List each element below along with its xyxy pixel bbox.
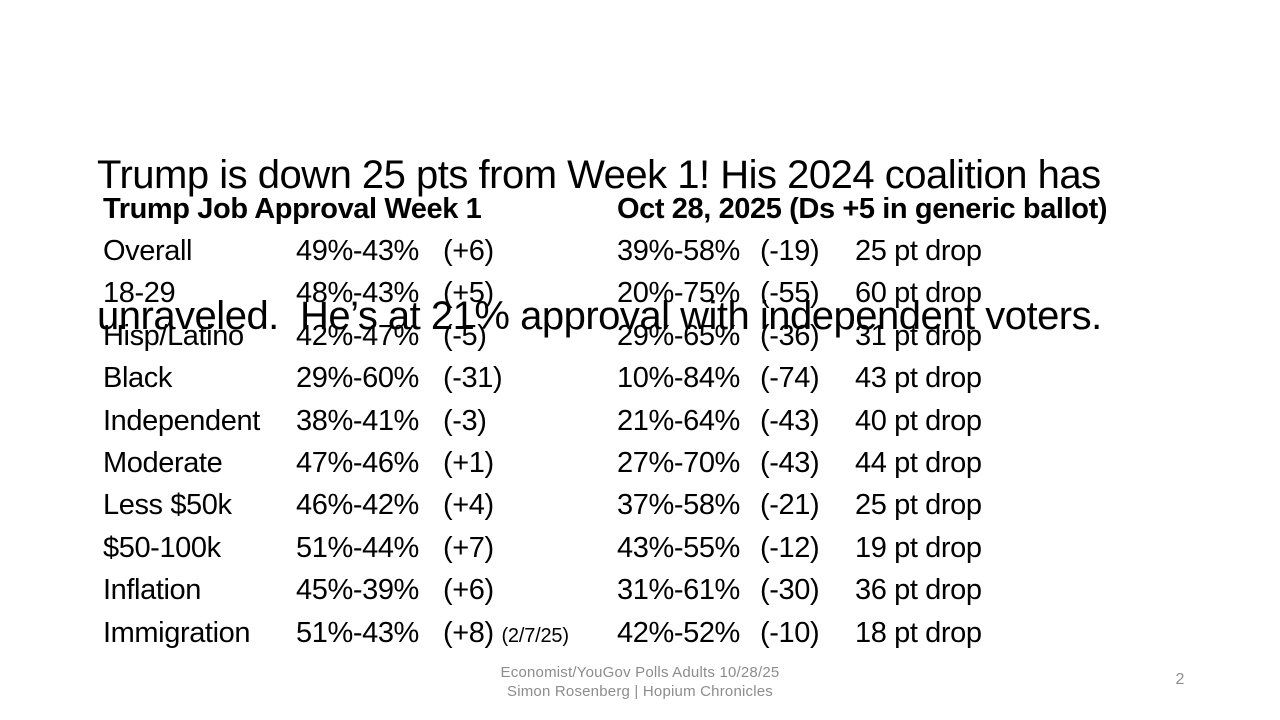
week1-approval: 47%-46% xyxy=(296,447,419,480)
oct28-approval: 43%-55% xyxy=(617,531,740,564)
week1-approval: 42%-47% xyxy=(296,319,419,352)
row-label: Independent xyxy=(103,404,260,437)
column-header-oct28: Oct 28, 2025 (Ds +5 in generic ballot) xyxy=(617,192,1108,225)
week1-margin: (+6) xyxy=(443,235,494,268)
oct28-margin: (-55) xyxy=(760,277,820,310)
week1-margin: (+4) xyxy=(443,489,494,522)
table-row: $50-100k 51%-44% (+7) 43%-55% (-12) 19 p… xyxy=(103,527,1203,569)
drop-value: 43 pt drop xyxy=(855,362,982,395)
page-number: 2 xyxy=(1175,671,1185,688)
slide-title-line2: unraveled. He’s at 21% approval with ind… xyxy=(97,294,1102,338)
week1-margin: (+6) xyxy=(443,574,494,607)
source-line2: Simon Rosenberg | Hopium Chronicles xyxy=(506,683,773,700)
week1-margin: (-5) xyxy=(443,319,487,352)
oct28-margin: (-36) xyxy=(760,319,820,352)
week1-approval: 45%-39% xyxy=(296,574,419,607)
oct28-margin: (-19) xyxy=(760,235,820,268)
table-row: Hisp/Latino 42%-47% (-5) 29%-65% (-36) 3… xyxy=(103,315,1203,357)
table-row: Immigration 51%-43% (+8) (2/7/25) 42%-52… xyxy=(103,612,1203,654)
week1-approval: 48%-43% xyxy=(296,277,419,310)
drop-value: 44 pt drop xyxy=(855,447,982,480)
table-row: Overall 49%-43% (+6) 39%-58% (-19) 25 pt… xyxy=(103,230,1203,272)
oct28-approval: 27%-70% xyxy=(617,447,740,480)
source-line1: Economist/YouGov Polls Adults 10/28/25 xyxy=(500,664,780,681)
row-label: Less $50k xyxy=(103,489,232,522)
week1-approval: 38%-41% xyxy=(296,404,419,437)
drop-value: 36 pt drop xyxy=(855,574,982,607)
slide-title: Trump is down 25 pts from Week 1! His 20… xyxy=(97,58,1102,434)
row-label: $50-100k xyxy=(103,531,221,564)
oct28-margin: (-43) xyxy=(760,447,820,480)
week1-approval: 51%-43% xyxy=(296,616,419,649)
week1-margin: (-3) xyxy=(443,404,487,437)
week1-margin: (+5) xyxy=(443,277,494,310)
drop-value: 25 pt drop xyxy=(855,489,982,522)
oct28-approval: 20%-75% xyxy=(617,277,740,310)
oct28-approval: 31%-61% xyxy=(617,574,740,607)
oct28-approval: 42%-52% xyxy=(617,616,740,649)
oct28-margin: (-74) xyxy=(760,362,820,395)
week1-date-note: (2/7/25) xyxy=(501,624,569,647)
source-footer: Economist/YouGov Polls Adults 10/28/25 S… xyxy=(340,663,940,701)
row-label: Hisp/Latino xyxy=(103,319,244,352)
table-header-row: Trump Job Approval Week 1 Oct 28, 2025 (… xyxy=(103,188,1203,230)
row-label: Immigration xyxy=(103,616,251,649)
approval-table: Trump Job Approval Week 1 Oct 28, 2025 (… xyxy=(103,188,1203,654)
table-row: Black 29%-60% (-31) 10%-84% (-74) 43 pt … xyxy=(103,358,1203,400)
week1-margin: (+7) xyxy=(443,531,494,564)
oct28-approval: 10%-84% xyxy=(617,362,740,395)
week1-margin: (-31) xyxy=(443,362,503,395)
week1-margin: (+8) xyxy=(443,616,494,649)
week1-approval: 51%-44% xyxy=(296,531,419,564)
week1-approval: 29%-60% xyxy=(296,362,419,395)
slide-title-line1: Trump is down 25 pts from Week 1! His 20… xyxy=(97,153,1101,197)
table-row: 18-29 48%-43% (+5) 20%-75% (-55) 60 pt d… xyxy=(103,273,1203,315)
oct28-margin: (-12) xyxy=(760,531,820,564)
week1-approval: 46%-42% xyxy=(296,489,419,522)
oct28-approval: 37%-58% xyxy=(617,489,740,522)
oct28-margin: (-30) xyxy=(760,574,820,607)
drop-value: 18 pt drop xyxy=(855,616,982,649)
oct28-approval: 39%-58% xyxy=(617,235,740,268)
drop-value: 31 pt drop xyxy=(855,319,982,352)
table-row: Less $50k 46%-42% (+4) 37%-58% (-21) 25 … xyxy=(103,485,1203,527)
row-label: Black xyxy=(103,362,172,395)
week1-approval: 49%-43% xyxy=(296,235,419,268)
drop-value: 19 pt drop xyxy=(855,531,982,564)
drop-value: 60 pt drop xyxy=(855,277,982,310)
oct28-margin: (-10) xyxy=(760,616,820,649)
oct28-margin: (-21) xyxy=(760,489,820,522)
column-header-week1: Trump Job Approval Week 1 xyxy=(103,192,482,225)
row-label: Inflation xyxy=(103,574,201,607)
row-label: 18-29 xyxy=(103,277,176,310)
week1-margin: (+1) xyxy=(443,447,494,480)
week1-margin-with-note: (+8) (2/7/25) xyxy=(443,617,617,650)
oct28-margin: (-43) xyxy=(760,404,820,437)
drop-value: 40 pt drop xyxy=(855,404,982,437)
table-row: Inflation 45%-39% (+6) 31%-61% (-30) 36 … xyxy=(103,570,1203,612)
table-row: Moderate 47%-46% (+1) 27%-70% (-43) 44 p… xyxy=(103,442,1203,484)
oct28-approval: 21%-64% xyxy=(617,404,740,437)
table-row: Independent 38%-41% (-3) 21%-64% (-43) 4… xyxy=(103,400,1203,442)
oct28-approval: 29%-65% xyxy=(617,319,740,352)
drop-value: 25 pt drop xyxy=(855,235,982,268)
row-label: Overall xyxy=(103,235,193,268)
row-label: Moderate xyxy=(103,447,223,480)
